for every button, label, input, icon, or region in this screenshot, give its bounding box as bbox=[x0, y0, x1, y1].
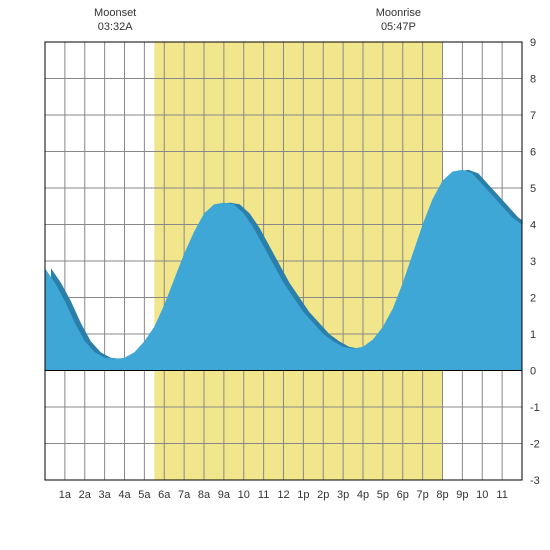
x-tick-label: 6p bbox=[397, 489, 409, 501]
x-tick-label: 4p bbox=[357, 489, 369, 501]
moonrise-label: Moonrise bbox=[376, 7, 421, 19]
x-tick-label: 7p bbox=[417, 489, 429, 501]
x-tick-label: 8a bbox=[198, 489, 211, 501]
x-tick-label: 9p bbox=[456, 489, 468, 501]
moonset-time: 03:32A bbox=[98, 21, 134, 33]
moonset-label: Moonset bbox=[94, 7, 136, 19]
x-tick-label: 5p bbox=[377, 489, 389, 501]
y-tick-label: 3 bbox=[530, 256, 536, 268]
y-tick-label: 9 bbox=[530, 37, 536, 49]
y-tick-label: 1 bbox=[530, 329, 536, 341]
y-tick-label: 7 bbox=[530, 110, 536, 122]
x-tick-label: 10 bbox=[476, 489, 488, 501]
x-tick-label: 2p bbox=[317, 489, 329, 501]
x-tick-label: 8p bbox=[436, 489, 448, 501]
x-tick-label: 1p bbox=[297, 489, 309, 501]
y-tick-label: 0 bbox=[530, 366, 536, 378]
y-tick-label: 6 bbox=[530, 147, 536, 159]
x-tick-label: 3a bbox=[99, 489, 112, 501]
moonrise-time: 05:47P bbox=[381, 21, 416, 33]
x-tick-label: 1a bbox=[59, 489, 72, 501]
y-tick-label: -3 bbox=[530, 475, 540, 487]
y-tick-label: 8 bbox=[530, 74, 536, 86]
y-tick-label: -1 bbox=[530, 402, 540, 414]
y-tick-label: 4 bbox=[530, 220, 536, 232]
x-tick-label: 11 bbox=[258, 489, 269, 501]
x-tick-label: 10 bbox=[238, 489, 250, 501]
x-tick-label: 5a bbox=[138, 489, 151, 501]
y-tick-label: 5 bbox=[530, 183, 536, 195]
x-tick-label: 3p bbox=[337, 489, 349, 501]
y-tick-label: -2 bbox=[530, 439, 540, 451]
chart-svg: -3-2-101234567891a2a3a4a5a6a7a8a9a101112… bbox=[0, 0, 550, 550]
x-tick-label: 2a bbox=[79, 489, 92, 501]
x-tick-label: 12 bbox=[277, 489, 289, 501]
x-tick-label: 4a bbox=[118, 489, 131, 501]
x-tick-label: 9a bbox=[218, 489, 231, 501]
x-tick-label: 6a bbox=[158, 489, 171, 501]
y-tick-label: 2 bbox=[530, 293, 536, 305]
x-tick-label: 7a bbox=[178, 489, 191, 501]
tide-chart: -3-2-101234567891a2a3a4a5a6a7a8a9a101112… bbox=[0, 0, 550, 550]
x-tick-label: 11 bbox=[496, 489, 507, 501]
